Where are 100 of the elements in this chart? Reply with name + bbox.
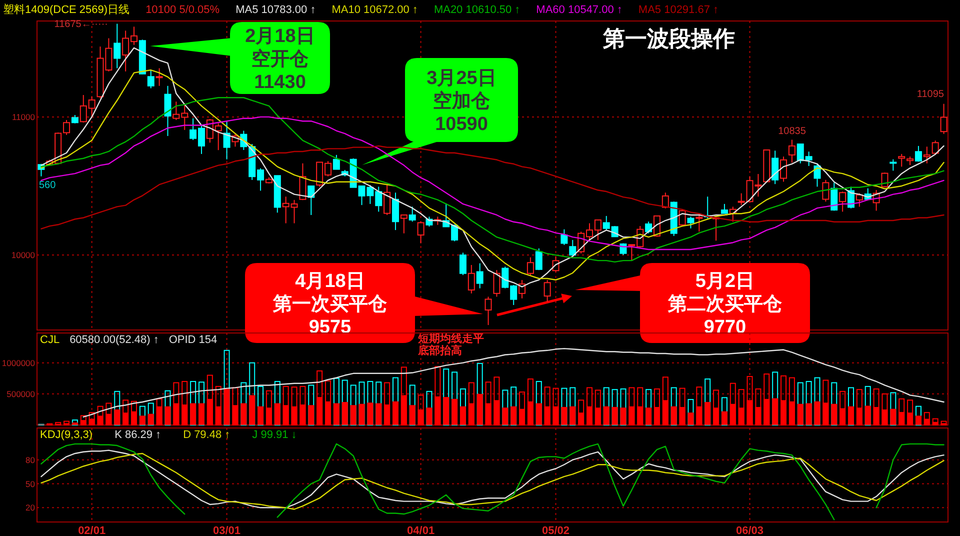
bar xyxy=(376,382,382,426)
candlestick xyxy=(63,119,70,136)
y-tick-label: 10000 xyxy=(11,250,36,260)
candlestick xyxy=(890,158,897,172)
candlestick xyxy=(696,212,703,232)
x-tick-label: 03/01 xyxy=(213,525,241,536)
bar xyxy=(106,402,112,426)
text: 10100 5/0.05% xyxy=(146,4,220,16)
annotation: 9770 xyxy=(704,317,746,338)
bar xyxy=(308,405,314,425)
bar xyxy=(367,380,374,426)
candlestick xyxy=(560,228,568,246)
y-tick-label: 20 xyxy=(26,502,36,513)
y-tick-label: 11000 xyxy=(12,112,36,122)
annotation: 3月25日 xyxy=(426,68,496,89)
bar xyxy=(240,382,247,426)
bar xyxy=(603,406,610,425)
candlestick xyxy=(662,192,669,209)
x-tick-label: 06/03 xyxy=(736,525,764,536)
bar xyxy=(840,390,846,426)
candlestick xyxy=(392,192,399,231)
candlestick xyxy=(839,191,846,212)
bar xyxy=(932,418,938,426)
bar xyxy=(536,380,542,426)
candlestick xyxy=(147,70,154,89)
candlestick xyxy=(544,280,551,302)
annotation: 底部抬高 xyxy=(417,344,462,357)
y-tick-label: 500000 xyxy=(6,388,36,399)
bar xyxy=(240,403,247,425)
bar xyxy=(476,394,483,425)
bar xyxy=(274,380,280,426)
bar xyxy=(788,377,795,426)
bar xyxy=(822,380,829,426)
bar xyxy=(97,406,104,426)
bar xyxy=(198,403,204,425)
bar xyxy=(156,398,162,426)
annotation: 第一次买平仓 xyxy=(272,294,388,315)
bar xyxy=(190,403,196,425)
bar xyxy=(114,390,120,426)
annotation: 11430 xyxy=(254,72,306,93)
bar xyxy=(831,382,838,426)
bar xyxy=(519,392,526,426)
y-tick-label: 1000000 xyxy=(2,358,36,368)
text: MA10 10672.00 ↑ xyxy=(332,4,418,16)
bar xyxy=(358,382,365,426)
candlestick xyxy=(400,214,408,234)
bar xyxy=(224,388,230,425)
bar xyxy=(333,378,340,426)
bar xyxy=(797,404,804,425)
bar xyxy=(358,404,365,425)
bar xyxy=(688,399,694,426)
annotation: 空开仓 xyxy=(252,48,310,70)
bar xyxy=(443,397,450,425)
candlestick xyxy=(923,146,930,164)
bar xyxy=(409,384,416,426)
bar xyxy=(72,420,78,426)
candlestick xyxy=(408,206,416,222)
bar xyxy=(468,382,474,426)
bar xyxy=(890,392,896,426)
bar xyxy=(376,403,382,425)
bar xyxy=(350,405,356,425)
bar xyxy=(342,402,348,425)
candlestick xyxy=(156,68,163,86)
bar xyxy=(452,398,458,425)
annotation: 60580.00(52.48) ↑ xyxy=(70,334,159,346)
bar xyxy=(570,406,576,425)
bar xyxy=(392,401,398,425)
candlestick xyxy=(526,256,534,276)
bar xyxy=(392,377,398,426)
candlestick xyxy=(772,150,779,185)
bar xyxy=(848,406,854,425)
bar xyxy=(122,400,129,426)
candlestick xyxy=(535,248,542,271)
bar xyxy=(848,387,854,426)
chart-subtitle: 塑料1409(DCE 2569)日线 xyxy=(3,3,130,16)
bar xyxy=(215,386,222,426)
y-tick-label: 80 xyxy=(26,454,36,465)
annotation: 第二次买平仓 xyxy=(667,294,783,315)
candlestick xyxy=(308,185,315,216)
bar xyxy=(80,415,86,426)
bar xyxy=(864,406,871,425)
series-label: K 86.29 ↑ xyxy=(114,429,162,441)
annotation: 10590 xyxy=(435,114,488,135)
bar xyxy=(266,390,272,426)
candlestick xyxy=(720,203,728,214)
bar xyxy=(620,388,626,426)
bar xyxy=(797,382,804,426)
bar xyxy=(148,402,154,426)
bar xyxy=(915,406,922,426)
bar xyxy=(628,387,635,426)
line-series xyxy=(40,116,944,250)
bar xyxy=(460,406,466,425)
bar xyxy=(814,377,820,426)
x-tick-label: 05/02 xyxy=(542,525,570,536)
bar xyxy=(164,390,171,426)
bar xyxy=(291,386,298,426)
bar xyxy=(502,408,508,425)
candlestick xyxy=(332,154,340,170)
bar xyxy=(578,400,584,426)
bar xyxy=(258,406,264,425)
